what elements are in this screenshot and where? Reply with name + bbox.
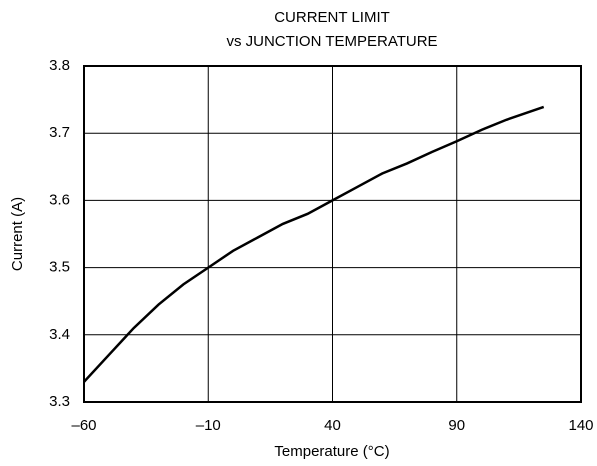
y-tick-label: 3.4 bbox=[49, 326, 70, 343]
y-axis-label: Current (A) bbox=[9, 197, 26, 271]
x-tick-label: 140 bbox=[568, 417, 593, 434]
chart-subtitle: vs JUNCTION TEMPERATURE bbox=[226, 33, 437, 50]
data-line bbox=[83, 105, 545, 383]
y-tick-label: 3.6 bbox=[49, 191, 70, 208]
x-tick-label: 90 bbox=[448, 417, 465, 434]
y-tick-label: 3.3 bbox=[49, 393, 70, 410]
y-tick-label: 3.7 bbox=[49, 124, 70, 141]
x-tick-label: –10 bbox=[196, 417, 221, 434]
plot-frame bbox=[83, 65, 582, 403]
chart-title: CURRENT LIMIT bbox=[274, 9, 390, 26]
x-tick-label: 40 bbox=[324, 417, 341, 434]
x-tick-label: –60 bbox=[71, 417, 96, 434]
x-axis-label: Temperature (°C) bbox=[274, 443, 389, 460]
y-tick-label: 3.8 bbox=[49, 57, 70, 74]
y-tick-label: 3.5 bbox=[49, 259, 70, 276]
